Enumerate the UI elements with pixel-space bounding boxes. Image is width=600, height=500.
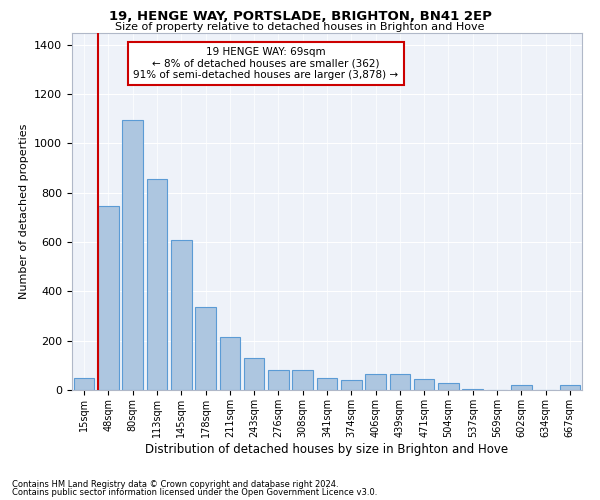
Bar: [220, 337, 240, 390]
Bar: [122, 120, 143, 390]
Bar: [560, 385, 580, 390]
Bar: [74, 378, 94, 390]
Text: 19 HENGE WAY: 69sqm
← 8% of detached houses are smaller (362)
91% of semi-detach: 19 HENGE WAY: 69sqm ← 8% of detached hou…: [133, 47, 398, 80]
Bar: [511, 385, 532, 390]
Bar: [414, 379, 434, 390]
Bar: [171, 240, 191, 390]
Bar: [365, 374, 386, 390]
Bar: [292, 370, 313, 390]
Bar: [341, 380, 362, 390]
Bar: [463, 389, 483, 390]
Text: Contains HM Land Registry data © Crown copyright and database right 2024.: Contains HM Land Registry data © Crown c…: [12, 480, 338, 489]
Text: 19, HENGE WAY, PORTSLADE, BRIGHTON, BN41 2EP: 19, HENGE WAY, PORTSLADE, BRIGHTON, BN41…: [109, 10, 491, 23]
Bar: [98, 206, 119, 390]
Y-axis label: Number of detached properties: Number of detached properties: [19, 124, 29, 299]
Bar: [317, 378, 337, 390]
Bar: [389, 374, 410, 390]
Bar: [146, 179, 167, 390]
Bar: [268, 370, 289, 390]
Bar: [438, 382, 459, 390]
Bar: [244, 358, 265, 390]
Text: Contains public sector information licensed under the Open Government Licence v3: Contains public sector information licen…: [12, 488, 377, 497]
Text: Size of property relative to detached houses in Brighton and Hove: Size of property relative to detached ho…: [115, 22, 485, 32]
X-axis label: Distribution of detached houses by size in Brighton and Hove: Distribution of detached houses by size …: [145, 442, 509, 456]
Bar: [195, 308, 216, 390]
